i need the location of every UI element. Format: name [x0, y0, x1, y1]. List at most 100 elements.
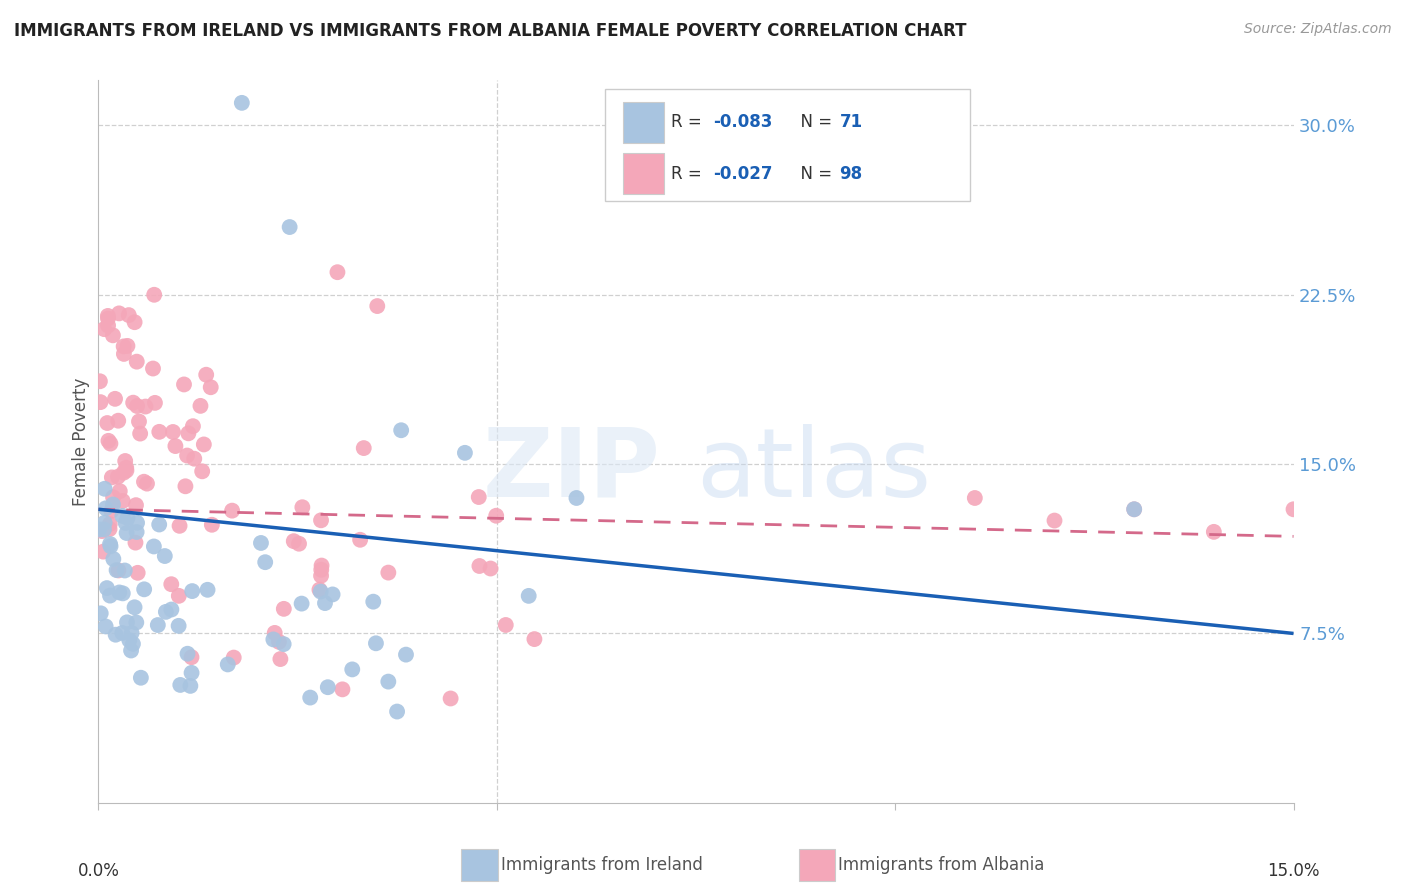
Point — [353, 441, 375, 455]
Point — [309, 568, 332, 582]
Point — [148, 517, 170, 532]
Point — [366, 299, 388, 313]
Point — [332, 682, 354, 697]
Point — [311, 558, 333, 573]
Point — [122, 637, 145, 651]
Point — [311, 563, 333, 577]
Point — [180, 650, 202, 665]
Point — [517, 589, 540, 603]
Point — [143, 396, 166, 410]
Text: Immigrants from Ireland: Immigrants from Ireland — [501, 856, 703, 874]
Point — [167, 619, 190, 633]
Point — [361, 595, 384, 609]
Text: 0.0%: 0.0% — [77, 862, 120, 880]
Point — [125, 498, 148, 512]
Point — [112, 466, 135, 480]
Point — [134, 582, 156, 597]
Point — [104, 628, 127, 642]
Point — [377, 674, 399, 689]
Point — [111, 586, 134, 600]
Point — [495, 618, 517, 632]
Point — [101, 498, 124, 512]
Point — [190, 399, 212, 413]
Point — [93, 482, 115, 496]
Point — [104, 392, 127, 406]
Point — [314, 596, 336, 610]
Text: Immigrants from Albania: Immigrants from Albania — [838, 856, 1045, 874]
Point — [263, 626, 285, 640]
Point — [197, 582, 219, 597]
Point — [111, 626, 134, 640]
Point — [143, 287, 166, 301]
Point — [107, 414, 129, 428]
Point — [100, 504, 122, 518]
Point — [162, 425, 184, 439]
Text: -0.083: -0.083 — [713, 113, 772, 131]
Point — [96, 416, 118, 430]
Point — [118, 633, 141, 648]
Point — [169, 518, 191, 533]
Point — [326, 265, 349, 279]
Point — [91, 544, 114, 558]
Point — [385, 705, 408, 719]
Point — [97, 434, 120, 448]
Text: R =: R = — [671, 113, 707, 131]
Point — [98, 517, 121, 532]
Text: Source: ZipAtlas.com: Source: ZipAtlas.com — [1244, 22, 1392, 37]
Point — [89, 374, 111, 388]
Point — [1123, 502, 1146, 516]
Point — [129, 671, 152, 685]
Point — [90, 607, 112, 621]
Point — [97, 311, 120, 326]
Point — [181, 584, 204, 599]
Text: 71: 71 — [839, 113, 862, 131]
Point — [112, 347, 135, 361]
Point — [101, 470, 124, 484]
Point — [309, 584, 332, 599]
Point — [1043, 514, 1066, 528]
Point — [111, 508, 134, 523]
Point — [273, 602, 295, 616]
Point — [112, 339, 135, 353]
Point — [111, 494, 134, 508]
Point — [124, 600, 146, 615]
Point — [142, 540, 165, 554]
Text: N =: N = — [790, 165, 838, 183]
Point — [283, 534, 305, 549]
Point — [124, 315, 146, 329]
Point — [108, 585, 131, 599]
Point — [108, 306, 131, 320]
Point — [377, 566, 399, 580]
Point — [98, 537, 121, 551]
Point — [267, 635, 290, 649]
Point — [101, 490, 124, 504]
Point — [114, 454, 136, 468]
Point — [342, 662, 364, 676]
Point — [93, 516, 115, 530]
Point — [125, 615, 148, 630]
Point — [125, 524, 148, 539]
Point — [468, 559, 491, 574]
Point — [117, 339, 139, 353]
Point — [93, 322, 115, 336]
Point — [114, 516, 136, 530]
Point — [94, 619, 117, 633]
Point — [963, 491, 986, 505]
Point — [98, 522, 121, 536]
Text: ZIP: ZIP — [482, 424, 661, 517]
Point — [1123, 502, 1146, 516]
Point — [121, 626, 143, 640]
Point — [107, 563, 129, 577]
Point — [479, 561, 502, 575]
Point — [115, 463, 138, 477]
Text: -0.027: -0.027 — [713, 165, 772, 183]
Point — [122, 395, 145, 409]
Point — [291, 500, 314, 515]
Point — [89, 523, 111, 537]
Point — [115, 460, 138, 475]
Point — [91, 524, 114, 538]
Text: IMMIGRANTS FROM IRELAND VS IMMIGRANTS FROM ALBANIA FEMALE POVERTY CORRELATION CH: IMMIGRANTS FROM IRELAND VS IMMIGRANTS FR… — [14, 22, 966, 40]
Text: 15.0%: 15.0% — [1267, 862, 1320, 880]
Point — [96, 581, 118, 595]
Point — [100, 436, 122, 450]
